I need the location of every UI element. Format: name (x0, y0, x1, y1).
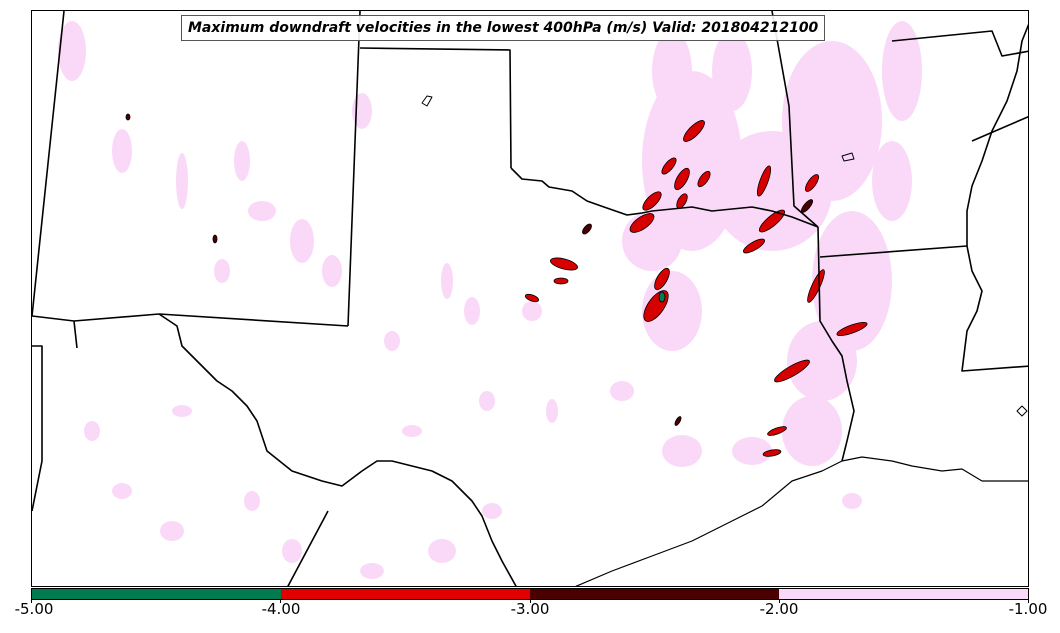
colorbar-tick-label: -1.00 (1008, 600, 1048, 618)
state-borders (32, 11, 1028, 586)
map-title: Maximum downdraft velocities in the lowe… (181, 15, 826, 41)
colorbar-tick (280, 599, 281, 603)
colorbar-bin-2 (281, 589, 530, 599)
colorbar-bin-4 (779, 589, 1028, 599)
colorbar-bin-1 (32, 589, 281, 599)
weak-downdraft-field (58, 21, 922, 579)
colorbar-bin-3 (530, 589, 779, 599)
colorbar-tick (1028, 599, 1029, 603)
colorbar-tick-label: -5.00 (14, 600, 54, 618)
colorbar-tick (530, 599, 531, 603)
colorbar-tick (31, 599, 32, 603)
colorbar-tick (779, 599, 780, 603)
map-canvas (32, 11, 1028, 586)
colorbar-tick-label: -4.00 (261, 600, 301, 618)
colorbar-tick-label: -3.00 (510, 600, 550, 618)
colorbar-tick-label: -2.00 (759, 600, 799, 618)
map-panel (31, 10, 1029, 587)
strong-downdraft-cells (125, 113, 868, 457)
